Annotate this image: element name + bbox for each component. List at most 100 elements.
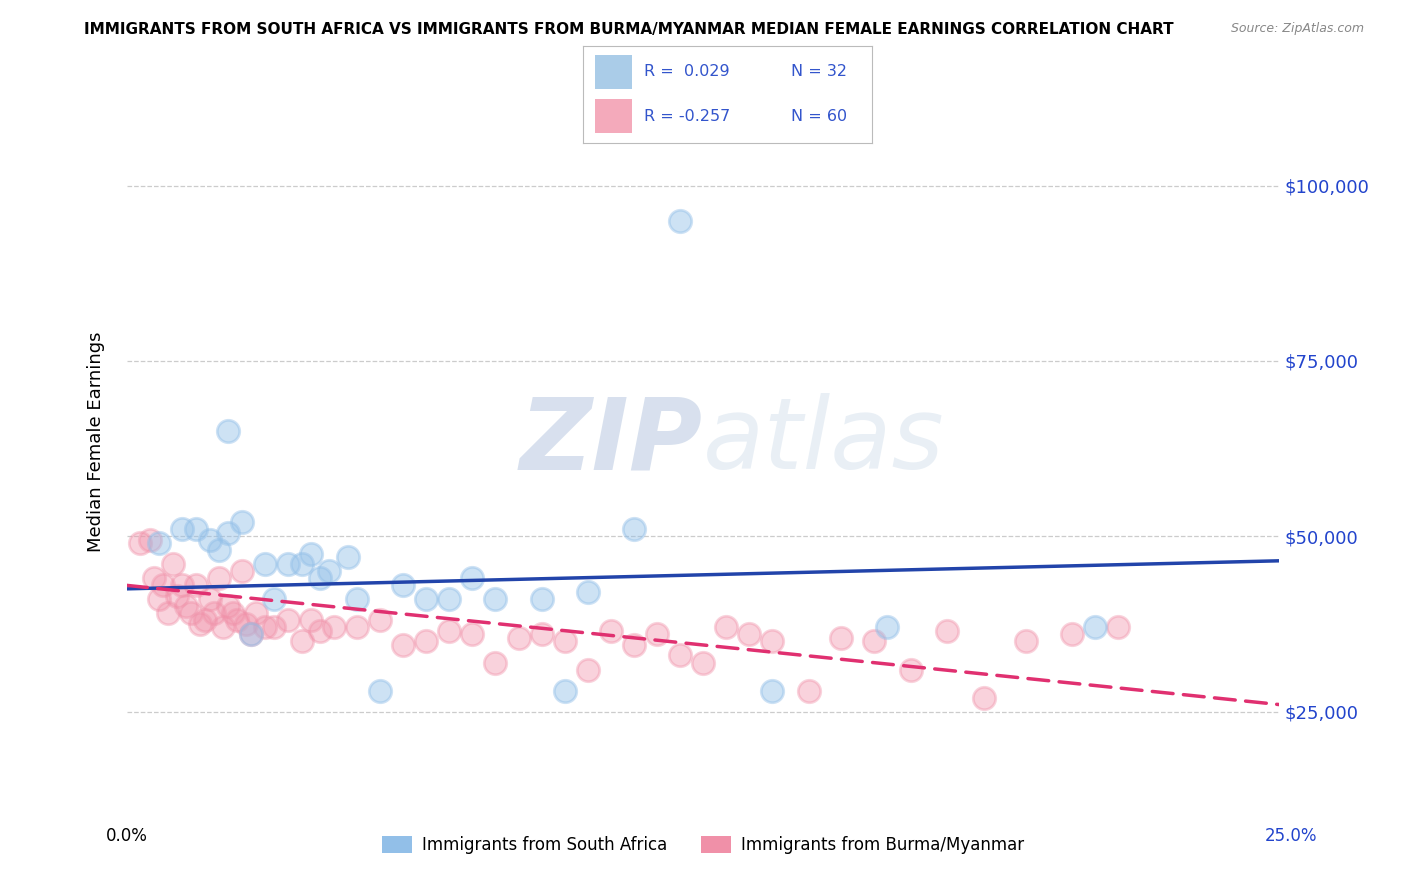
Point bbox=[936, 624, 959, 638]
FancyBboxPatch shape bbox=[595, 55, 633, 89]
Point bbox=[309, 624, 332, 638]
Point bbox=[415, 592, 437, 607]
Y-axis label: Median Female Earnings: Median Female Earnings bbox=[87, 331, 105, 552]
Point bbox=[669, 213, 692, 227]
Point bbox=[226, 614, 249, 628]
Point bbox=[170, 578, 193, 592]
Point bbox=[217, 525, 239, 540]
Point bbox=[240, 627, 263, 641]
Point bbox=[554, 683, 576, 698]
Point bbox=[309, 571, 332, 585]
Point bbox=[461, 571, 484, 585]
Point bbox=[415, 634, 437, 648]
Point bbox=[876, 620, 898, 634]
Point bbox=[138, 533, 160, 547]
Point bbox=[645, 627, 668, 641]
Text: N = 60: N = 60 bbox=[792, 109, 848, 124]
Point bbox=[166, 589, 188, 603]
Text: N = 32: N = 32 bbox=[792, 64, 846, 79]
Text: ZIP: ZIP bbox=[520, 393, 703, 490]
Text: 25.0%: 25.0% bbox=[1264, 827, 1317, 845]
Point bbox=[1015, 634, 1038, 648]
Point bbox=[188, 616, 211, 631]
Point bbox=[714, 620, 737, 634]
Point bbox=[368, 683, 391, 698]
Point bbox=[212, 620, 235, 634]
Point bbox=[202, 607, 225, 621]
Point bbox=[368, 614, 391, 628]
Point bbox=[461, 627, 484, 641]
FancyBboxPatch shape bbox=[595, 99, 633, 133]
Point bbox=[323, 620, 346, 634]
Point bbox=[439, 592, 461, 607]
Point bbox=[184, 578, 207, 592]
Point bbox=[530, 592, 553, 607]
Point bbox=[180, 607, 202, 621]
Point bbox=[148, 536, 170, 550]
Point bbox=[830, 631, 852, 645]
Point bbox=[623, 638, 645, 652]
Point bbox=[277, 614, 299, 628]
Point bbox=[336, 550, 359, 565]
Point bbox=[235, 616, 257, 631]
Point bbox=[623, 522, 645, 536]
Point bbox=[1084, 620, 1107, 634]
Point bbox=[1060, 627, 1083, 641]
Point bbox=[738, 627, 761, 641]
Point bbox=[299, 614, 322, 628]
Point bbox=[170, 522, 193, 536]
Point bbox=[669, 648, 692, 663]
Point bbox=[973, 690, 995, 705]
Point bbox=[599, 624, 621, 638]
Legend: Immigrants from South Africa, Immigrants from Burma/Myanmar: Immigrants from South Africa, Immigrants… bbox=[375, 830, 1031, 861]
Point bbox=[253, 558, 276, 572]
Text: 0.0%: 0.0% bbox=[105, 827, 148, 845]
Text: atlas: atlas bbox=[703, 393, 945, 490]
Point bbox=[198, 533, 221, 547]
Point bbox=[554, 634, 576, 648]
Point bbox=[761, 683, 783, 698]
Point bbox=[231, 515, 253, 529]
Point bbox=[318, 564, 340, 578]
Point bbox=[692, 656, 714, 670]
Point bbox=[176, 599, 198, 614]
Point bbox=[484, 592, 506, 607]
Point bbox=[245, 607, 267, 621]
Point bbox=[346, 620, 368, 634]
Point bbox=[299, 547, 322, 561]
Point bbox=[263, 592, 285, 607]
Point bbox=[148, 592, 170, 607]
Point bbox=[900, 663, 922, 677]
Point bbox=[761, 634, 783, 648]
Point bbox=[217, 599, 239, 614]
Point bbox=[346, 592, 368, 607]
Text: R =  0.029: R = 0.029 bbox=[644, 64, 730, 79]
Point bbox=[208, 543, 231, 558]
Point bbox=[162, 558, 184, 572]
Point bbox=[576, 663, 599, 677]
Point bbox=[157, 607, 180, 621]
Text: R = -0.257: R = -0.257 bbox=[644, 109, 730, 124]
Point bbox=[392, 578, 415, 592]
Point bbox=[221, 607, 243, 621]
Point bbox=[576, 585, 599, 599]
Point bbox=[240, 627, 263, 641]
Point bbox=[530, 627, 553, 641]
Point bbox=[208, 571, 231, 585]
Point bbox=[484, 656, 506, 670]
Point bbox=[277, 558, 299, 572]
Point bbox=[508, 631, 530, 645]
Point bbox=[198, 592, 221, 607]
Point bbox=[194, 614, 217, 628]
Point bbox=[152, 578, 174, 592]
Point bbox=[184, 522, 207, 536]
Text: Source: ZipAtlas.com: Source: ZipAtlas.com bbox=[1230, 22, 1364, 36]
Point bbox=[392, 638, 415, 652]
Point bbox=[217, 424, 239, 438]
Point bbox=[291, 634, 314, 648]
Point bbox=[1107, 620, 1129, 634]
Point bbox=[862, 634, 884, 648]
Point bbox=[439, 624, 461, 638]
Text: IMMIGRANTS FROM SOUTH AFRICA VS IMMIGRANTS FROM BURMA/MYANMAR MEDIAN FEMALE EARN: IMMIGRANTS FROM SOUTH AFRICA VS IMMIGRAN… bbox=[84, 22, 1174, 37]
Point bbox=[143, 571, 166, 585]
